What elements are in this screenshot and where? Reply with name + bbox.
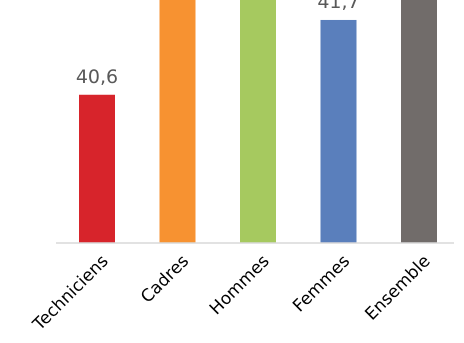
data-label-femmes: 41,7 [317, 0, 359, 13]
data-label-techniciens: 40,6 [76, 66, 118, 88]
category-label-hommes: Hommes [206, 251, 274, 319]
category-labels-group: Techniciens Cadres Hommes Femmes Ensemble [29, 251, 435, 335]
bar-ensemble [401, 0, 437, 244]
category-label-ensemble: Ensemble [361, 251, 434, 324]
bar-hommes [240, 0, 276, 243]
bar-cadres [159, 0, 196, 243]
bar-femmes [320, 19, 357, 244]
category-label-femmes: Femmes [289, 251, 354, 316]
bar-techniciens [79, 94, 115, 243]
category-label-cadres: Cadres [137, 251, 193, 307]
data-labels-group: 40,643,142,841,742,2 [76, 0, 360, 88]
bars-group [79, 0, 437, 244]
category-label-techniciens: Techniciens [29, 251, 113, 335]
